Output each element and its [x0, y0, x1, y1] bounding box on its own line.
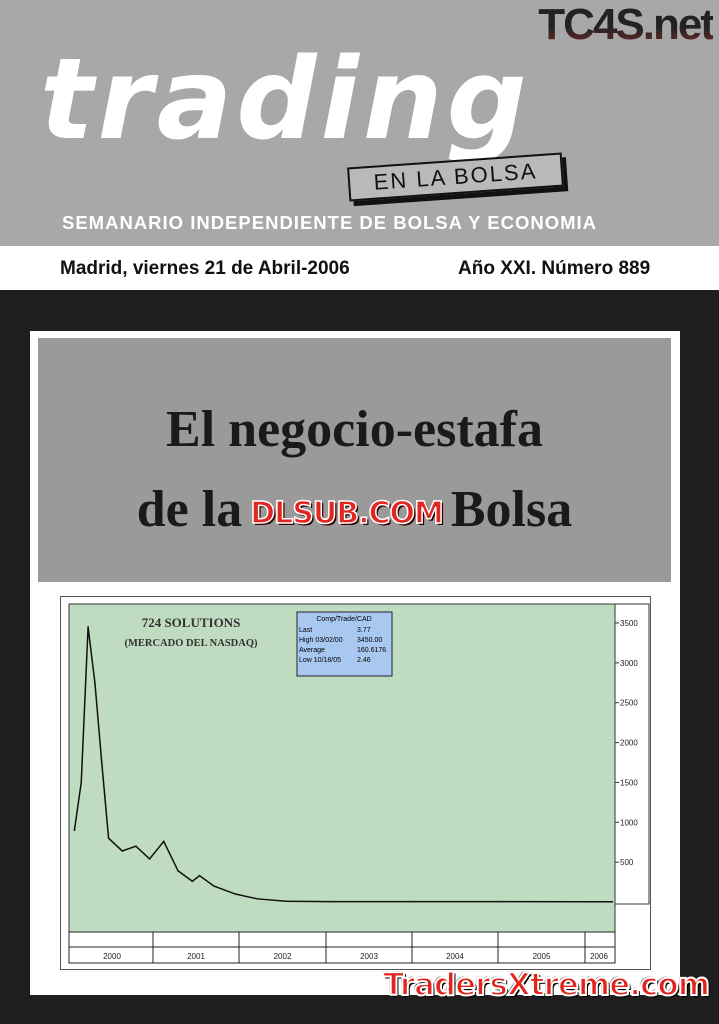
- x-tick-label: 2003: [360, 952, 378, 961]
- price-point: [191, 880, 194, 883]
- headline-line2-end: Bolsa: [450, 481, 573, 538]
- info-label: Low 10/18/05: [299, 657, 341, 664]
- price-point: [328, 900, 331, 903]
- price-point: [100, 761, 103, 764]
- price-point: [177, 870, 179, 872]
- headline-line1: El negocio-estafa: [166, 401, 543, 458]
- price-point: [162, 840, 165, 843]
- x-tick-label: 2002: [274, 952, 292, 961]
- price-point: [107, 837, 110, 840]
- y-tick-label: 3500: [620, 619, 638, 628]
- price-point: [135, 845, 137, 847]
- x-tick-label: 2005: [533, 952, 551, 961]
- info-box-title: Comp/Trade/CAD: [316, 616, 371, 623]
- y-tick-label: 1000: [620, 818, 638, 827]
- chart-title: 724 SOLUTIONS: [142, 615, 241, 630]
- tagline: SEMANARIO INDEPENDIENTE DE BOLSA Y ECONO…: [62, 212, 598, 233]
- headline-box: El negocio-estafa de la DLSUB.COM Bolsa: [38, 338, 671, 582]
- price-point: [414, 900, 417, 903]
- tradersxtreme-watermark: TradersXtreme.com: [382, 967, 711, 1003]
- y-tick-label: 2500: [620, 699, 638, 708]
- info-label: High 03/02/00: [299, 637, 343, 644]
- info-value: 160.6176: [357, 647, 386, 654]
- info-label: Last: [299, 627, 312, 634]
- price-point: [148, 858, 151, 860]
- headline-line2: de la DLSUB.COM Bolsa: [38, 484, 671, 536]
- price-point: [121, 850, 124, 852]
- y-tick-label: 3000: [620, 659, 638, 668]
- info-label: Average: [299, 647, 325, 654]
- x-tick-label: 2000: [103, 952, 121, 961]
- magazine-logo: trading: [40, 35, 531, 165]
- tc4s-watermark: TC4S.net: [538, 0, 715, 49]
- price-point: [256, 898, 258, 900]
- issue-band: [0, 246, 719, 290]
- chart-svg: 500 1000 1500 2000 2500 3000 3500 2000 2001 2002 2…: [68, 603, 650, 964]
- price-point: [94, 681, 96, 684]
- x-tick-label: 2006: [590, 952, 608, 961]
- info-box: [296, 611, 393, 677]
- price-point: [285, 900, 287, 903]
- x-tick-label: 2004: [446, 952, 464, 961]
- price-point: [73, 829, 76, 832]
- price-point: [234, 893, 237, 895]
- dlsub-watermark: DLSUB.COM: [249, 496, 444, 532]
- y-tick-label: 2000: [620, 739, 638, 748]
- masthead: trading TC4S.net EN LA BOLSA SEMANARIO I…: [0, 0, 719, 246]
- issue-number: Año XXI. Número 889: [458, 258, 651, 279]
- price-point: [198, 874, 201, 877]
- price-point: [500, 900, 503, 903]
- y-tick-label: 500: [620, 858, 634, 867]
- info-value: 3450.00: [357, 637, 382, 644]
- x-tick-label: 2001: [187, 952, 205, 961]
- info-value: 2.46: [357, 657, 371, 664]
- headline-line2-start: de la: [136, 481, 243, 538]
- issue-date: Madrid, viernes 21 de Abril-2006: [60, 258, 350, 279]
- info-value: 3.77: [357, 627, 371, 634]
- y-tick-label: 1500: [620, 778, 638, 787]
- price-chart: 500 1000 1500 2000 2500 3000 3500 2000 2001 2002 2…: [60, 596, 651, 970]
- price-point: [213, 885, 215, 887]
- y-axis-panel: [614, 603, 650, 905]
- price-point: [87, 626, 89, 628]
- price-point: [80, 781, 83, 784]
- chart-subtitle: (MERCADO DEL NASDAQ): [124, 638, 258, 649]
